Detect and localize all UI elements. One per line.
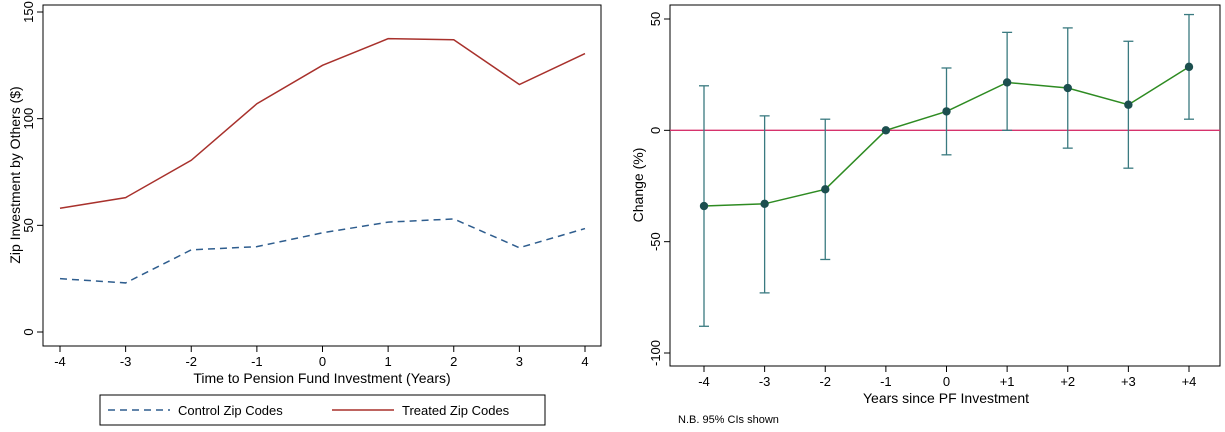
left-x-axis-title: Time to Pension Fund Investment (Years) (193, 370, 450, 386)
left-x-tick-label: 1 (385, 354, 392, 369)
estimate-point (699, 201, 709, 211)
left-y-tick-label: 150 (21, 1, 36, 23)
left-chart: 0 50 100 150 -4 -3 -2 -1 0 1 2 3 4 Zip Investment b… (7, 1, 602, 426)
estimate-point (760, 199, 769, 209)
right-y-tick-label: 0 (648, 127, 663, 134)
left-legend: Control Zip Codes Treated Zip Codes (99, 394, 546, 426)
estimate-point (1184, 62, 1194, 72)
left-plot-frame (42, 4, 602, 347)
estimate-point (1124, 100, 1133, 109)
left-y-ticks: 0 50 100 150 (21, 1, 43, 336)
right-y-axis-title: Change (%) (630, 148, 646, 223)
ci-note: N.B. 95% CIs shown (678, 414, 779, 426)
legend-box (99, 394, 546, 426)
right-y-tick-label: 50 (648, 12, 663, 26)
left-x-ticks: -4 -3 -2 -1 0 1 2 3 4 (54, 346, 589, 369)
left-x-tick-label: -4 (54, 354, 66, 369)
right-x-tick-label: +4 (1182, 374, 1197, 389)
right-x-axis-title: Years since PF Investment (863, 390, 1029, 406)
estimate-point (942, 107, 951, 116)
legend-control-label: Control Zip Codes (178, 403, 283, 418)
left-x-tick-label: 3 (516, 354, 523, 369)
right-x-tick-label: +3 (1121, 374, 1136, 389)
right-x-tick-label: +2 (1060, 374, 1075, 389)
right-points-group (699, 62, 1194, 211)
left-x-tick-label: -2 (185, 354, 197, 369)
right-x-ticks: -4 -3 -2 -1 0 +1 +2 +3 +4 (698, 366, 1196, 389)
legend-treated-label: Treated Zip Codes (402, 403, 510, 418)
left-x-tick-label: 2 (450, 354, 457, 369)
control-zip-codes-line (59, 218, 586, 284)
right-y-tick-label: -100 (648, 340, 663, 366)
right-x-tick-label: +1 (1000, 374, 1015, 389)
estimate-point (881, 126, 891, 135)
right-x-tick-label: 0 (943, 374, 950, 389)
treated-zip-codes-line (59, 37, 586, 210)
right-plot-frame (669, 4, 1221, 367)
left-x-tick-label: 0 (319, 354, 326, 369)
right-x-tick-label: -3 (759, 374, 771, 389)
estimate-point (1002, 78, 1012, 87)
right-y-ticks: -100 -50 0 50 (648, 12, 670, 366)
left-series-group (59, 37, 586, 284)
left-y-tick-label: 0 (21, 328, 36, 335)
left-y-tick-label: 50 (21, 218, 36, 232)
left-x-tick-label: 4 (581, 354, 588, 369)
right-x-tick-label: -2 (819, 374, 831, 389)
right-errorbars-group (699, 13, 1194, 327)
left-y-axis-title: Zip Investment by Others ($) (7, 86, 23, 263)
right-y-tick-label: -50 (648, 232, 663, 251)
left-x-tick-label: -3 (120, 354, 132, 369)
estimate-point (821, 185, 830, 194)
right-x-tick-label: -1 (880, 374, 892, 389)
right-x-tick-label: -4 (698, 374, 710, 389)
left-x-tick-label: -1 (251, 354, 263, 369)
estimate-point (1063, 83, 1072, 93)
left-y-tick-label: 100 (21, 108, 36, 130)
